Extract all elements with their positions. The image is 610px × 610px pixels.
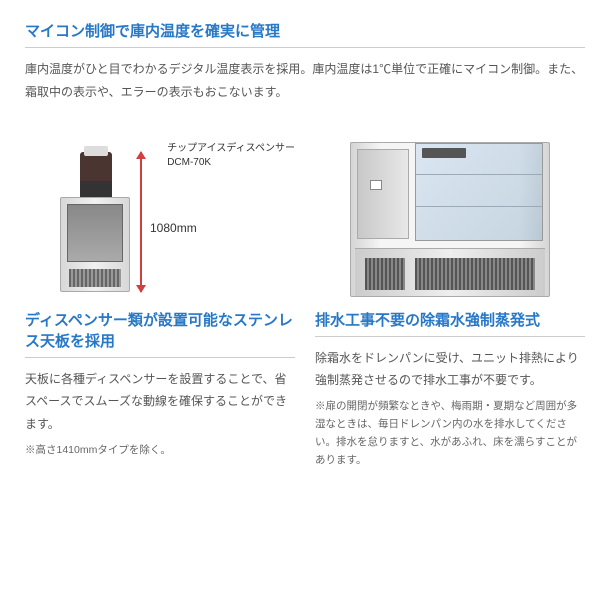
refrigerator-diagram xyxy=(315,132,585,297)
dispenser-diagram: チップアイスディスペンサー DCM-70K 1080mm xyxy=(25,132,295,297)
section-microcontroller: マイコン制御で庫内温度を確実に管理 庫内温度がひと目でわかるデジタル温度表示を採… xyxy=(25,20,585,104)
right-column: 排水工事不要の除霜水強制蒸発式 除霜水をドレンパンに受け、ユニット排熱により強制… xyxy=(315,132,585,470)
left-column: チップアイスディスペンサー DCM-70K 1080mm xyxy=(25,132,295,470)
height-arrow-icon xyxy=(140,152,142,292)
refrigerator-image xyxy=(315,132,585,297)
section-title: ディスペンサー類が設置可能なステンレス天板を採用 xyxy=(25,309,295,358)
section-note: ※高さ1410mmタイプを除く。 xyxy=(25,442,295,460)
two-column-layout: チップアイスディスペンサー DCM-70K 1080mm xyxy=(25,132,585,470)
fridge-body-icon xyxy=(350,142,550,297)
ice-dispenser-icon xyxy=(80,152,112,200)
dispenser-image: チップアイスディスペンサー DCM-70K 1080mm xyxy=(25,132,295,297)
section-title: 排水工事不要の除霜水強制蒸発式 xyxy=(315,309,585,337)
section-body: 除霜水をドレンパンに受け、ユニット排熱により強制蒸発させるので排水工事が不要です… xyxy=(315,347,585,393)
section-body: 庫内温度がひと目でわかるデジタル温度表示を採用。庫内温度は1℃単位で正確にマイコ… xyxy=(25,58,585,104)
dispenser-model-label: チップアイスディスペンサー DCM-70K xyxy=(167,142,295,170)
dispenser-unit xyxy=(60,152,130,292)
cabinet-icon xyxy=(60,197,130,292)
section-body: 天板に各種ディスペンサーを設置することで、省スペースでスムーズな動線を確保するこ… xyxy=(25,368,295,436)
section-title: マイコン制御で庫内温度を確実に管理 xyxy=(25,20,585,48)
height-label: 1080mm xyxy=(150,221,197,235)
section-note: ※扉の開閉が頻繁なときや、梅雨期・夏期など周囲が多湿なときは、毎日ドレンパン内の… xyxy=(315,398,585,469)
